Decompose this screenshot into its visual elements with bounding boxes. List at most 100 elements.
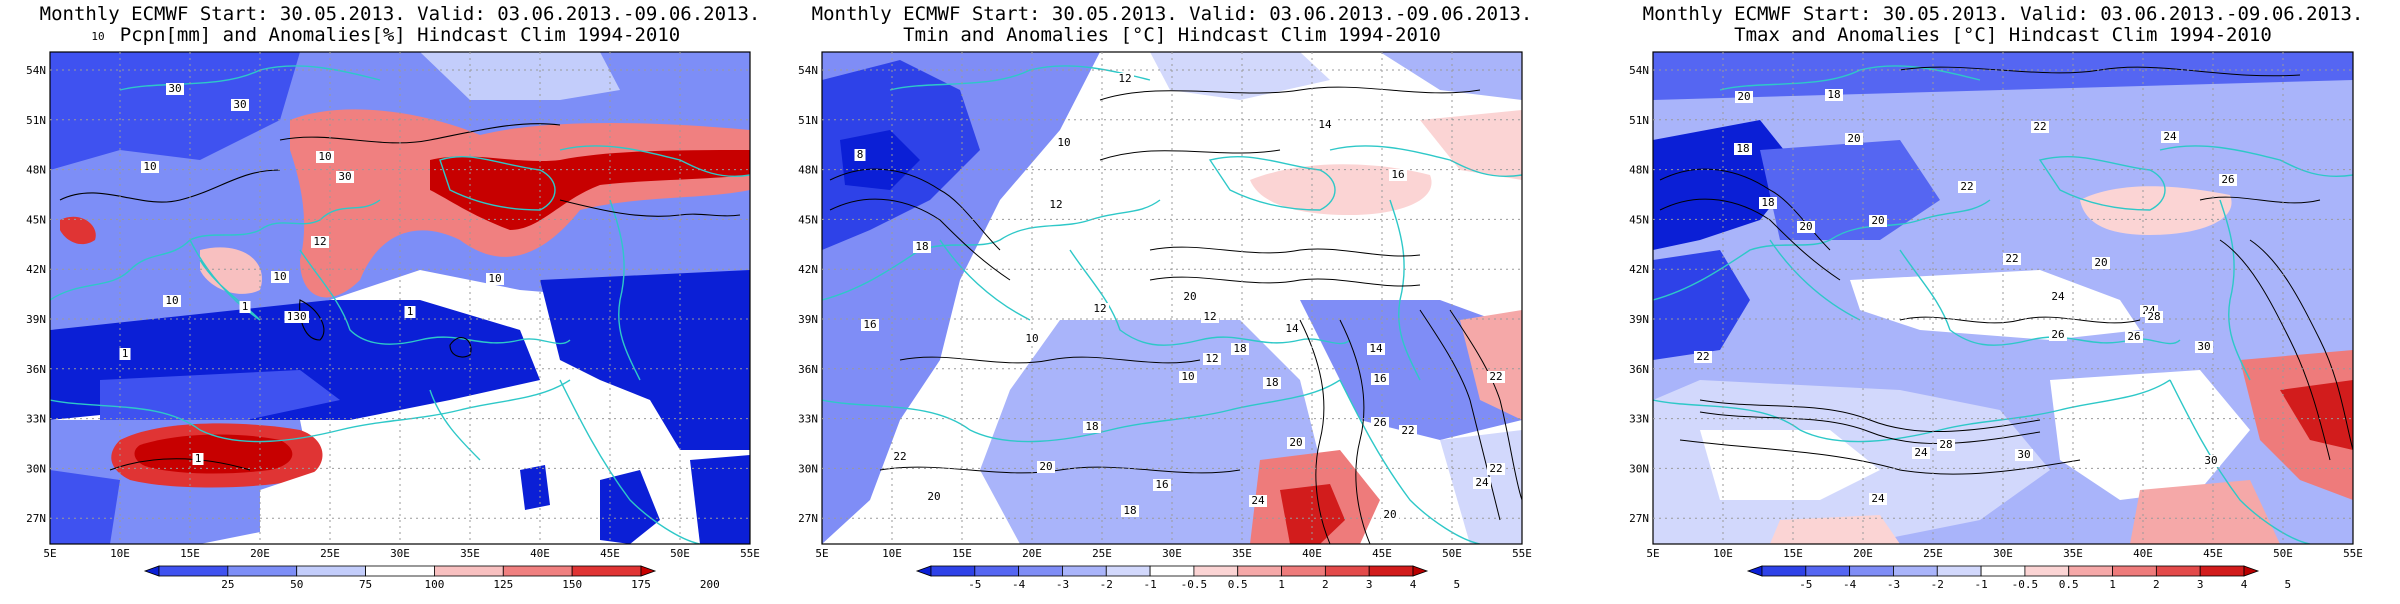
panel-title-line1: Monthly ECMWF Start: 30.05.2013. Valid: … [812, 3, 1533, 25]
lon-label: 45E [1372, 547, 1392, 560]
lon-label: 15E [180, 547, 200, 560]
contour-label-bg [1249, 495, 1267, 507]
contour-label-bg [1389, 169, 1407, 181]
contour-label-bg [119, 348, 131, 360]
lon-label: 45E [600, 547, 620, 560]
panel-title-line2: Tmin and Anomalies [°C] Hindcast Clim 19… [903, 24, 1441, 46]
contour-label-bg [192, 453, 204, 465]
panel-title-line2: Pcpn[mm] and Anomalies[%] Hindcast Clim … [120, 24, 681, 46]
colorbar-label: 4 [2241, 578, 2248, 591]
lat-grid [50, 52, 750, 544]
lon-label: 25E [1092, 547, 1112, 560]
contour-label-bg [1381, 509, 1399, 521]
contour-label-bg [336, 171, 354, 183]
contour-label: 16 [1391, 168, 1404, 181]
lat-label: 42N [798, 263, 818, 276]
contour-label-bg [854, 149, 866, 161]
lon-label: 20E [1853, 547, 1873, 560]
contour-label: 22 [1960, 180, 1973, 193]
colorbar-label: -0.5 [2012, 578, 2039, 591]
contour-label-bg [1694, 351, 1712, 363]
contour-label: 30 [338, 170, 351, 183]
contour-label-bg [1869, 493, 1887, 505]
lon-label: 40E [2133, 547, 2153, 560]
contour-label-bg [1201, 311, 1219, 323]
contour-label-bg [2049, 291, 2067, 303]
contour-label: 10 [143, 160, 156, 173]
colorbar-label: -4 [1012, 578, 1026, 591]
contour-label-bg [2202, 455, 2220, 467]
contour-labels: 20 22 18 20 24 26 22 18 20 20 24 22 20 26 24 28 30 28 24 30… [1694, 88, 2237, 505]
colorbar: -5 -4 -3 -2 -1 -0.5 0.5 1 2 3 4 5 [1746, 565, 2291, 591]
contour-label: 22 [1401, 424, 1414, 437]
colorbar-segment [1368, 565, 1414, 577]
colorbar-label: 150 [562, 578, 582, 591]
lat-label: 45N [26, 213, 46, 226]
contour-label-bg [486, 273, 504, 285]
colorbar: -5 -4 -3 -2 -1 -0.5 0.5 1 2 3 4 5 [915, 565, 1460, 591]
contour-label: 18 [1085, 420, 1098, 433]
colorbar-label: 25 [221, 578, 234, 591]
contour-label: 14 [1369, 342, 1383, 355]
lon-label: 5E [1646, 547, 1659, 560]
colorbar-segment [1237, 565, 1282, 577]
contour-label: 18 [1827, 88, 1840, 101]
colorbar-segment [1105, 565, 1151, 577]
contour-label: 20 [1847, 132, 1860, 145]
colorbar-label: 4 [1410, 578, 1417, 591]
colorbar-segment [1936, 565, 1982, 577]
contour-label-bg [1825, 89, 1843, 101]
contour-label: 24 [1871, 492, 1885, 505]
contour-label: 12 [1093, 302, 1106, 315]
contour-label-bg [1735, 91, 1753, 103]
contour-label-bg [1023, 333, 1041, 345]
contour-label-bg [1263, 377, 1281, 389]
colorbar-label: 1 [2109, 578, 2116, 591]
contour-label: 20 [1383, 508, 1396, 521]
contour-label-bg [1487, 463, 1505, 475]
lon-label: 20E [250, 547, 270, 560]
contour-label: 24 [1251, 494, 1265, 507]
lon-label: 35E [1232, 547, 1252, 560]
contour-label-bg [1759, 197, 1777, 209]
contour-label-bg [89, 31, 107, 43]
lat-label: 33N [1629, 413, 1649, 426]
contour-label: 12 [313, 235, 326, 248]
contour-label: 18 [1233, 342, 1246, 355]
contour-label: 28 [2147, 310, 2160, 323]
contour-label-bg [291, 311, 309, 323]
lon-label: 15E [952, 547, 972, 560]
contour-label-bg [2195, 341, 2213, 353]
contour-label-bg [1153, 479, 1171, 491]
contour-label-bg [1912, 447, 1930, 459]
lat-label: 48N [26, 164, 46, 177]
contour-label-bg [1283, 323, 1301, 335]
colorbar-segment [296, 565, 366, 577]
lat-label: 48N [1629, 164, 1649, 177]
panel-title-line1: Monthly ECMWF Start: 30.05.2013. Valid: … [40, 3, 761, 25]
contour-label-bg [1371, 417, 1389, 429]
contour-label: 24 [1475, 476, 1489, 489]
contour-label-bg [239, 301, 251, 313]
contour-label: 10 [1057, 136, 1070, 149]
contour-label-bg [404, 306, 416, 318]
contour-label-bg [1367, 343, 1385, 355]
colorbar-segment [915, 565, 932, 577]
lat-label: 39N [26, 313, 46, 326]
panel-title-line1: Monthly ECMWF Start: 30.05.2013. Valid: … [1643, 3, 2364, 25]
lat-label: 30N [798, 462, 818, 475]
contour-label: 18 [1736, 142, 1749, 155]
colorbar-segment [158, 565, 229, 577]
contour-label: 18 [1761, 196, 1774, 209]
colorbar-segment [1980, 565, 2026, 577]
contour-label: 10 [318, 150, 331, 163]
contour-label: 26 [1373, 416, 1386, 429]
colorbar-segment [2112, 565, 2157, 577]
contour-label: 30 [293, 310, 306, 323]
contour-label-bg [231, 99, 249, 111]
contour-label: 10 [91, 30, 104, 43]
contour-label: 12 [1205, 352, 1218, 365]
contour-label-bg [1083, 421, 1101, 433]
colorbar-label: 0.5 [1228, 578, 1248, 591]
lon-label: 15E [1783, 547, 1803, 560]
